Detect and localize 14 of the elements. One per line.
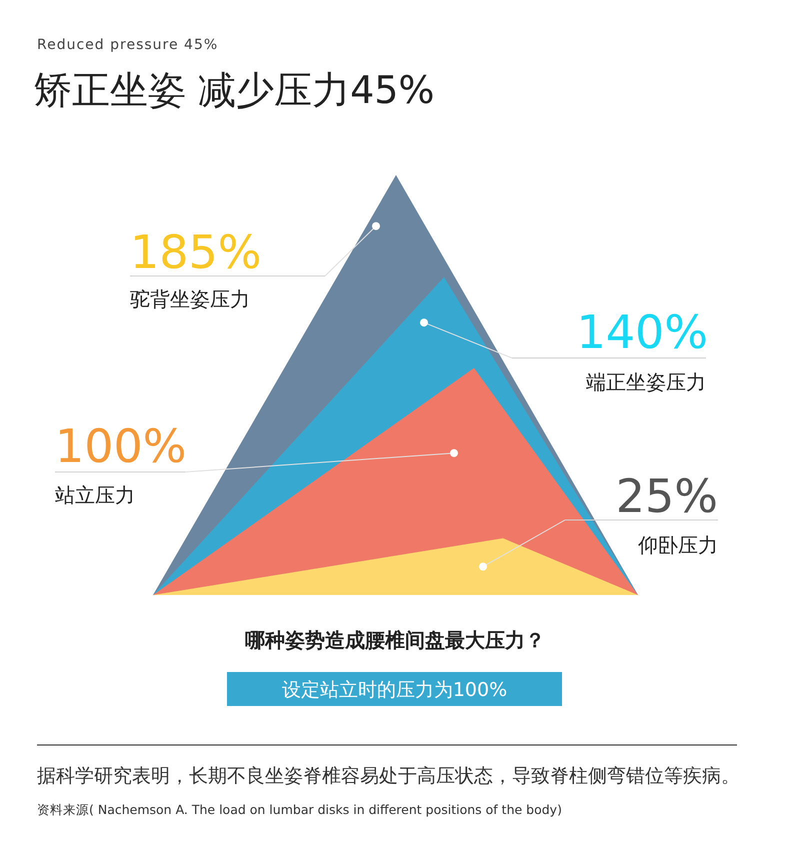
category-label: 驼背坐姿压力 xyxy=(130,287,250,311)
data-label: 140% xyxy=(576,305,708,359)
text: 设定站立时的压力为100% xyxy=(282,679,508,701)
category-label: 站立压力 xyxy=(55,483,135,507)
text: 据科学研究表明，长期不良坐姿脊椎容易处于高压状态，导致脊柱侧弯错位等疾病。 xyxy=(37,765,740,787)
text: 资料来源( Nachemson A. The load on lumbar disks in different positions of the body) xyxy=(37,802,562,817)
data-label: 185% xyxy=(130,225,262,279)
text: 矫正坐姿 减少压力45% xyxy=(34,68,435,112)
text: Reduced pressure 45% xyxy=(37,37,218,53)
text: 哪种姿势造成腰椎间盘最大压力？ xyxy=(245,628,545,652)
data-label: 100% xyxy=(55,419,187,473)
category-label: 仰卧压力 xyxy=(638,533,718,557)
category-label: 端正坐姿压力 xyxy=(586,370,706,394)
data-label: 25% xyxy=(616,469,718,523)
